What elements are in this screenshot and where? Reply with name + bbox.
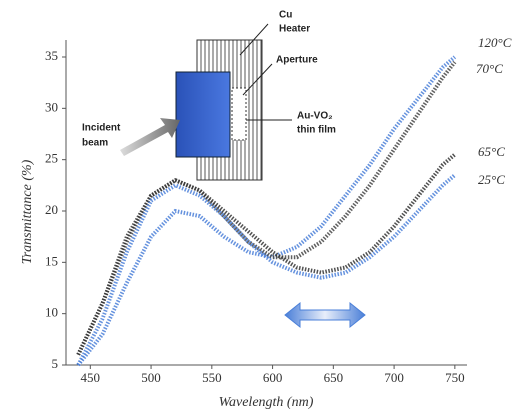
series-line	[78, 62, 455, 355]
inset-label: Incident	[82, 123, 121, 134]
inset-label: Aperture	[276, 55, 318, 66]
series-label: 65°C	[478, 144, 505, 159]
inset-label: thin film	[297, 125, 336, 136]
y-tick-label: 15	[45, 253, 58, 268]
y-tick-label: 25	[45, 151, 58, 166]
inset-label: Au-VO₂	[297, 111, 333, 122]
x-tick-label: 500	[141, 370, 161, 385]
y-tick-label: 35	[45, 48, 58, 63]
inset-label: Heater	[279, 24, 310, 35]
x-axis-title: Wavelength (nm)	[219, 395, 314, 410]
beam-arrow	[120, 118, 180, 156]
y-tick-label: 5	[52, 356, 59, 371]
shift-arrow	[285, 303, 365, 327]
aperture	[232, 88, 246, 140]
inset-label: beam	[82, 138, 108, 149]
series-line	[78, 57, 455, 365]
series-label: 70°C	[476, 61, 503, 76]
y-tick-label: 10	[45, 305, 58, 320]
x-tick-label: 450	[81, 370, 101, 385]
x-tick-label: 750	[445, 370, 465, 385]
x-tick-label: 700	[384, 370, 404, 385]
series-label: 25°C	[478, 172, 505, 187]
inset-diagram: Cu Heater Aperture Au-VO₂ thin film Inci…	[82, 10, 365, 327]
y-tick-label: 30	[45, 99, 58, 114]
x-tick-label: 550	[202, 370, 222, 385]
series-label: 120°C	[478, 35, 512, 50]
y-tick-label: 20	[45, 202, 58, 217]
x-tick-label: 650	[324, 370, 344, 385]
x-tick-label: 600	[263, 370, 283, 385]
inset-label: Cu	[279, 10, 292, 21]
sample-block	[176, 72, 230, 157]
chart: Cu Heater Aperture Au-VO₂ thin film Inci…	[0, 0, 514, 414]
y-axis-title: Transmittance (%)	[20, 159, 35, 264]
